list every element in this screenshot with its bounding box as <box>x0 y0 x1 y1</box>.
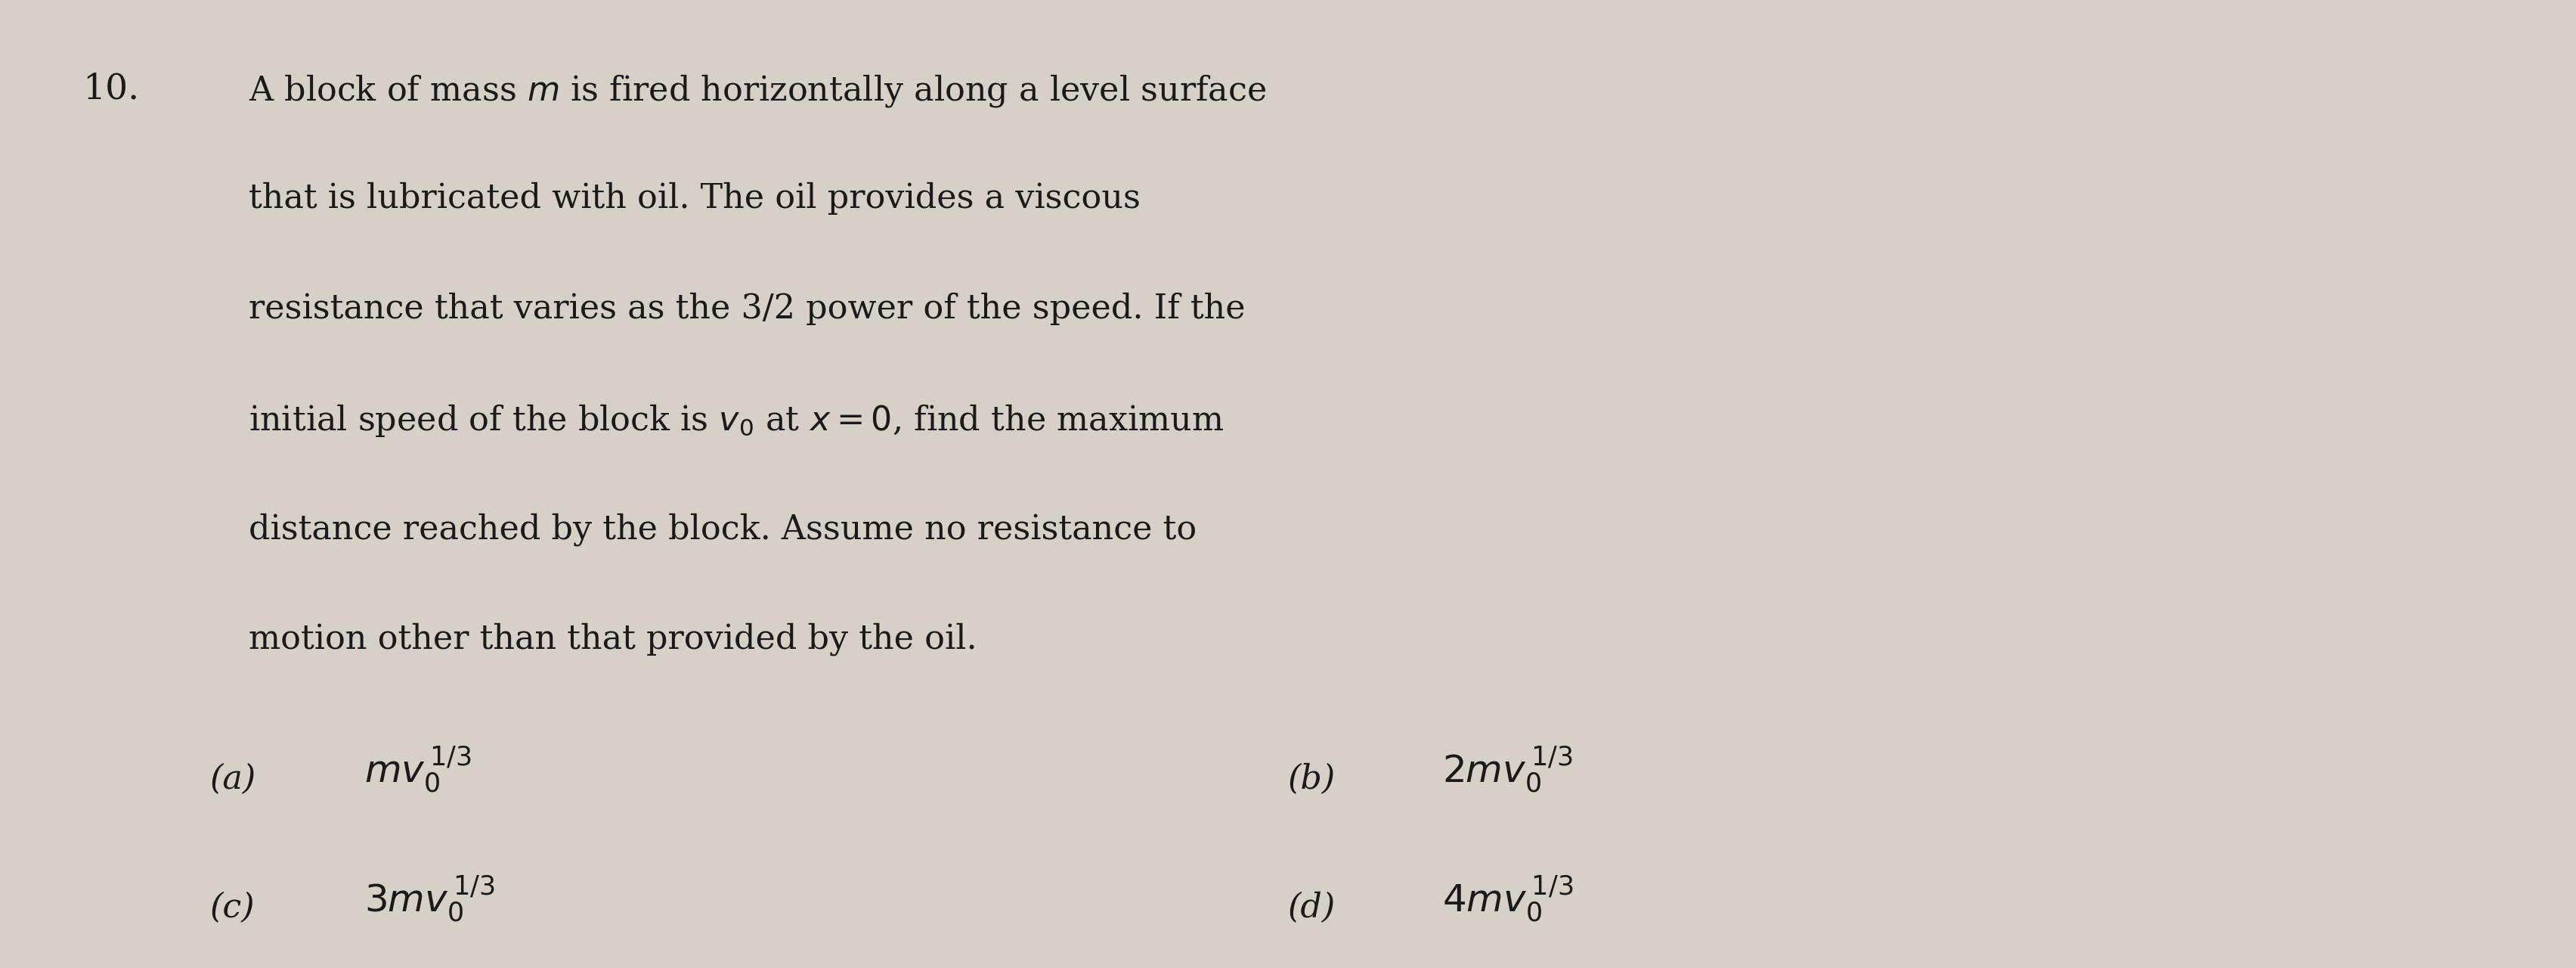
Text: resistance that varies as the 3/2 power of the speed. If the: resistance that varies as the 3/2 power … <box>250 292 1247 325</box>
Text: $mv_0^{\,1/3}$: $mv_0^{\,1/3}$ <box>363 745 471 795</box>
Text: $2mv_0^{\,1/3}$: $2mv_0^{\,1/3}$ <box>1443 745 1571 795</box>
Text: (b): (b) <box>1288 763 1337 795</box>
Text: (d): (d) <box>1288 892 1337 924</box>
Text: $3mv_0^{\,1/3}$: $3mv_0^{\,1/3}$ <box>363 874 495 924</box>
Text: that is lubricated with oil. The oil provides a viscous: that is lubricated with oil. The oil pro… <box>250 182 1141 215</box>
Text: initial speed of the block is $v_0$ at $x = 0$, find the maximum: initial speed of the block is $v_0$ at $… <box>250 403 1224 439</box>
Text: (a): (a) <box>211 763 258 795</box>
Text: (c): (c) <box>211 892 255 924</box>
Text: 10.: 10. <box>82 73 139 106</box>
Text: distance reached by the block. Assume no resistance to: distance reached by the block. Assume no… <box>250 513 1198 546</box>
Text: motion other than that provided by the oil.: motion other than that provided by the o… <box>250 622 976 656</box>
Text: $4mv_0^{\,1/3}$: $4mv_0^{\,1/3}$ <box>1443 874 1574 924</box>
Text: A block of mass $m$ is fired horizontally along a level surface: A block of mass $m$ is fired horizontall… <box>250 73 1267 108</box>
